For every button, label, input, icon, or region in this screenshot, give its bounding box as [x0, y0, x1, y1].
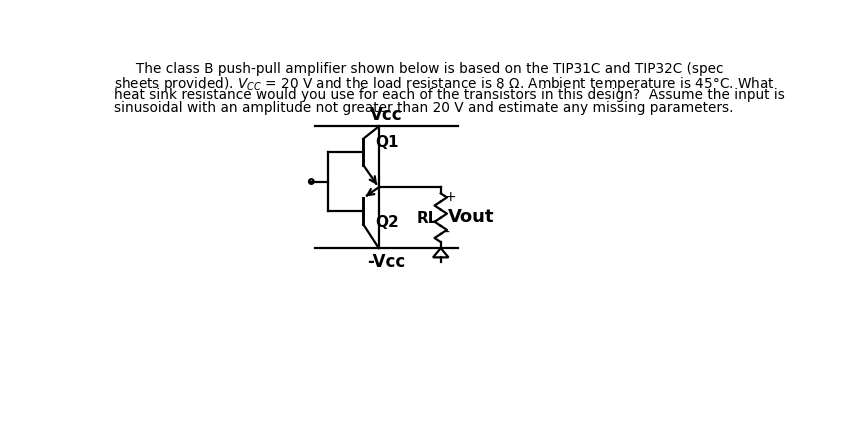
Text: sheets provided). $V_{CC}$ = 20 V and the load resistance is 8 $\Omega$. Ambient: sheets provided). $V_{CC}$ = 20 V and th… — [114, 75, 774, 93]
Text: RL: RL — [416, 211, 438, 226]
Text: sinusoidal with an amplitude not greater than 20 V and estimate any missing para: sinusoidal with an amplitude not greater… — [114, 101, 734, 115]
Text: Q2: Q2 — [376, 215, 399, 230]
Text: Q1: Q1 — [376, 135, 399, 150]
Text: Vout: Vout — [448, 208, 494, 226]
Text: The class B push-pull amplifier shown below is based on the TIP31C and TIP32C (s: The class B push-pull amplifier shown be… — [114, 62, 723, 76]
Text: Vcc: Vcc — [370, 105, 402, 124]
Text: -Vcc: -Vcc — [367, 252, 406, 271]
Text: heat sink resistance would you use for each of the transistors in this design?  : heat sink resistance would you use for e… — [114, 88, 784, 102]
Text: +: + — [445, 190, 457, 203]
Text: -: - — [445, 225, 450, 239]
